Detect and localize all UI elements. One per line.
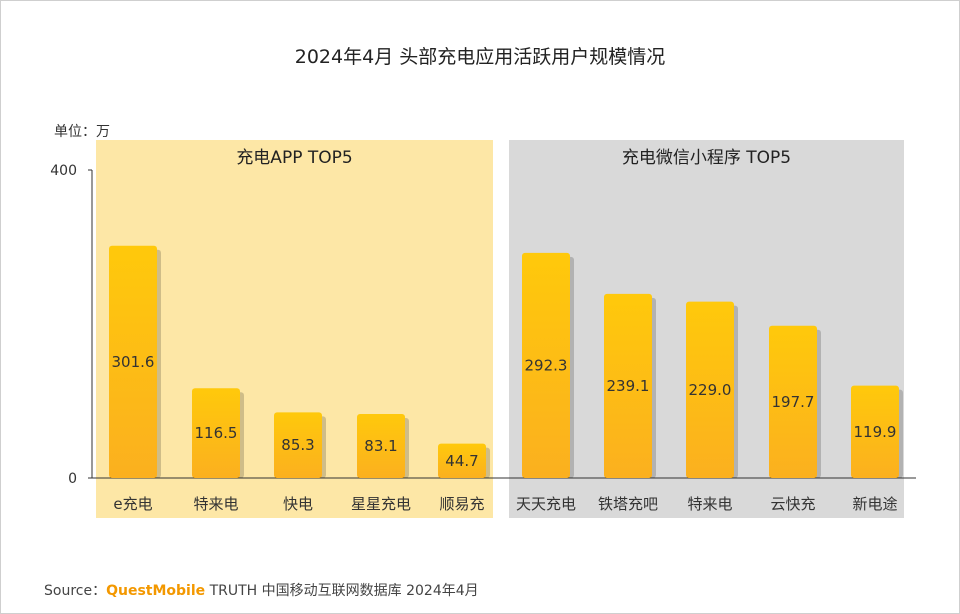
bar-value-label: 239.1	[607, 377, 650, 395]
x-category-label: 新电途	[852, 495, 897, 513]
x-category-label: 云快充	[770, 495, 815, 513]
bar-value-label: 119.9	[854, 423, 897, 441]
bar-value-label: 229.0	[689, 381, 732, 399]
bar	[851, 385, 899, 478]
y-tick-label: 0	[68, 471, 77, 487]
x-category-label: 快电	[283, 495, 313, 513]
bar	[686, 301, 734, 478]
bar-value-label: 197.7	[772, 393, 815, 411]
bar-value-label: 116.5	[195, 424, 238, 442]
bar	[357, 414, 405, 478]
x-category-label: 星星充电	[351, 495, 411, 513]
bar	[438, 443, 486, 478]
chart-title: 2024年4月 头部充电应用活跃用户规模情况	[294, 46, 666, 68]
source-suffix: TRUTH 中国移动互联网数据库 2024年4月	[205, 583, 479, 599]
bar	[109, 245, 157, 478]
source-prefix: Source：	[44, 583, 107, 599]
x-category-label: 特来电	[193, 495, 238, 513]
x-category-label: 特来电	[687, 495, 732, 513]
bar	[274, 412, 322, 478]
bar	[604, 293, 652, 478]
group-title: 充电APP TOP5	[236, 148, 352, 168]
bar	[769, 325, 817, 478]
source-brand: QuestMobile	[106, 583, 206, 599]
bar-value-label: 83.1	[364, 437, 397, 455]
y-tick-label: 400	[50, 163, 77, 179]
x-category-label: 天天充电	[516, 495, 576, 513]
bar	[192, 388, 240, 478]
source-note: Source：QuestMobile TRUTH 中国移动互联网数据库 2024…	[44, 580, 479, 600]
x-category-label: e充电	[113, 495, 152, 513]
bar-value-label: 44.7	[445, 452, 478, 470]
unit-label: 单位：万	[54, 124, 110, 140]
x-category-label: 铁塔充吧	[598, 495, 658, 513]
bar-value-label: 301.6	[112, 353, 155, 371]
group-title: 充电微信小程序 TOP5	[622, 148, 791, 168]
bar-value-label: 85.3	[281, 436, 314, 454]
x-category-label: 顺易充	[439, 495, 484, 513]
bar	[522, 252, 570, 478]
bar-value-label: 292.3	[525, 356, 568, 374]
